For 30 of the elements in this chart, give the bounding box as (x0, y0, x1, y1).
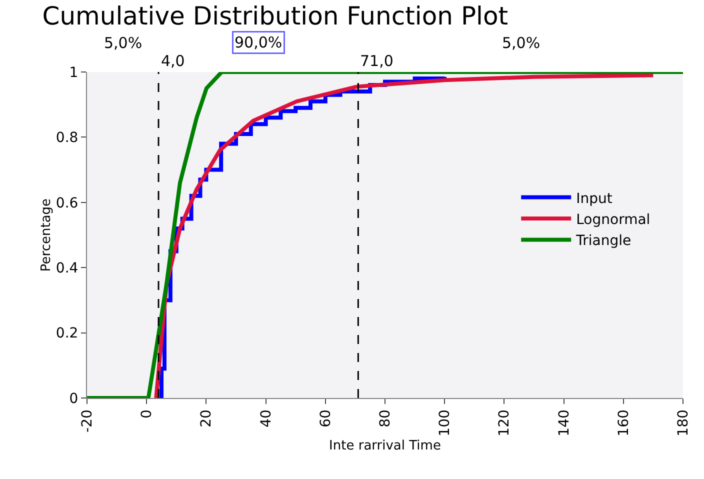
x-tick-label: 140 (556, 410, 572, 436)
y-tick-label: 0.8 (56, 130, 78, 146)
y-tick-label: 0.2 (56, 326, 78, 342)
x-tick-label: 0 (139, 410, 156, 419)
y-tick-label: 1 (69, 64, 78, 81)
text: 5,0% (502, 34, 540, 52)
x-tick-label: 160 (616, 410, 632, 436)
line-series (87, 72, 683, 398)
x-tick-label: 40 (258, 410, 274, 428)
x-tick-label: 120 (496, 410, 513, 436)
y-tick-label: 0 (69, 390, 78, 407)
ref-line-label: 71,0 (360, 52, 394, 70)
text: 5,0% (104, 34, 142, 52)
ref-line-label: 4,0 (161, 52, 185, 70)
x-tick-label: 60 (318, 410, 334, 428)
x-tick-label: 100 (437, 410, 454, 436)
x-axis-title: Inte rarrival Time (329, 438, 441, 454)
chart-title: Cumulative Distribution Function Plot (42, 2, 508, 31)
y-axis-title: Percentage (38, 198, 54, 272)
legend-label: Input (576, 190, 613, 207)
text: 90,0% (234, 34, 282, 52)
y-tick-label: 0.4 (56, 260, 78, 276)
x-tick-label: 20 (198, 410, 215, 428)
x-tick-label: 180 (676, 410, 692, 436)
x-tick-label: 80 (378, 410, 394, 428)
legend-label: Triangle (575, 233, 632, 250)
x-tick-label: -20 (80, 410, 96, 432)
legend-label: Lognormal (576, 212, 650, 228)
y-tick-label: 0.6 (56, 195, 78, 212)
line-series (154, 73, 656, 398)
